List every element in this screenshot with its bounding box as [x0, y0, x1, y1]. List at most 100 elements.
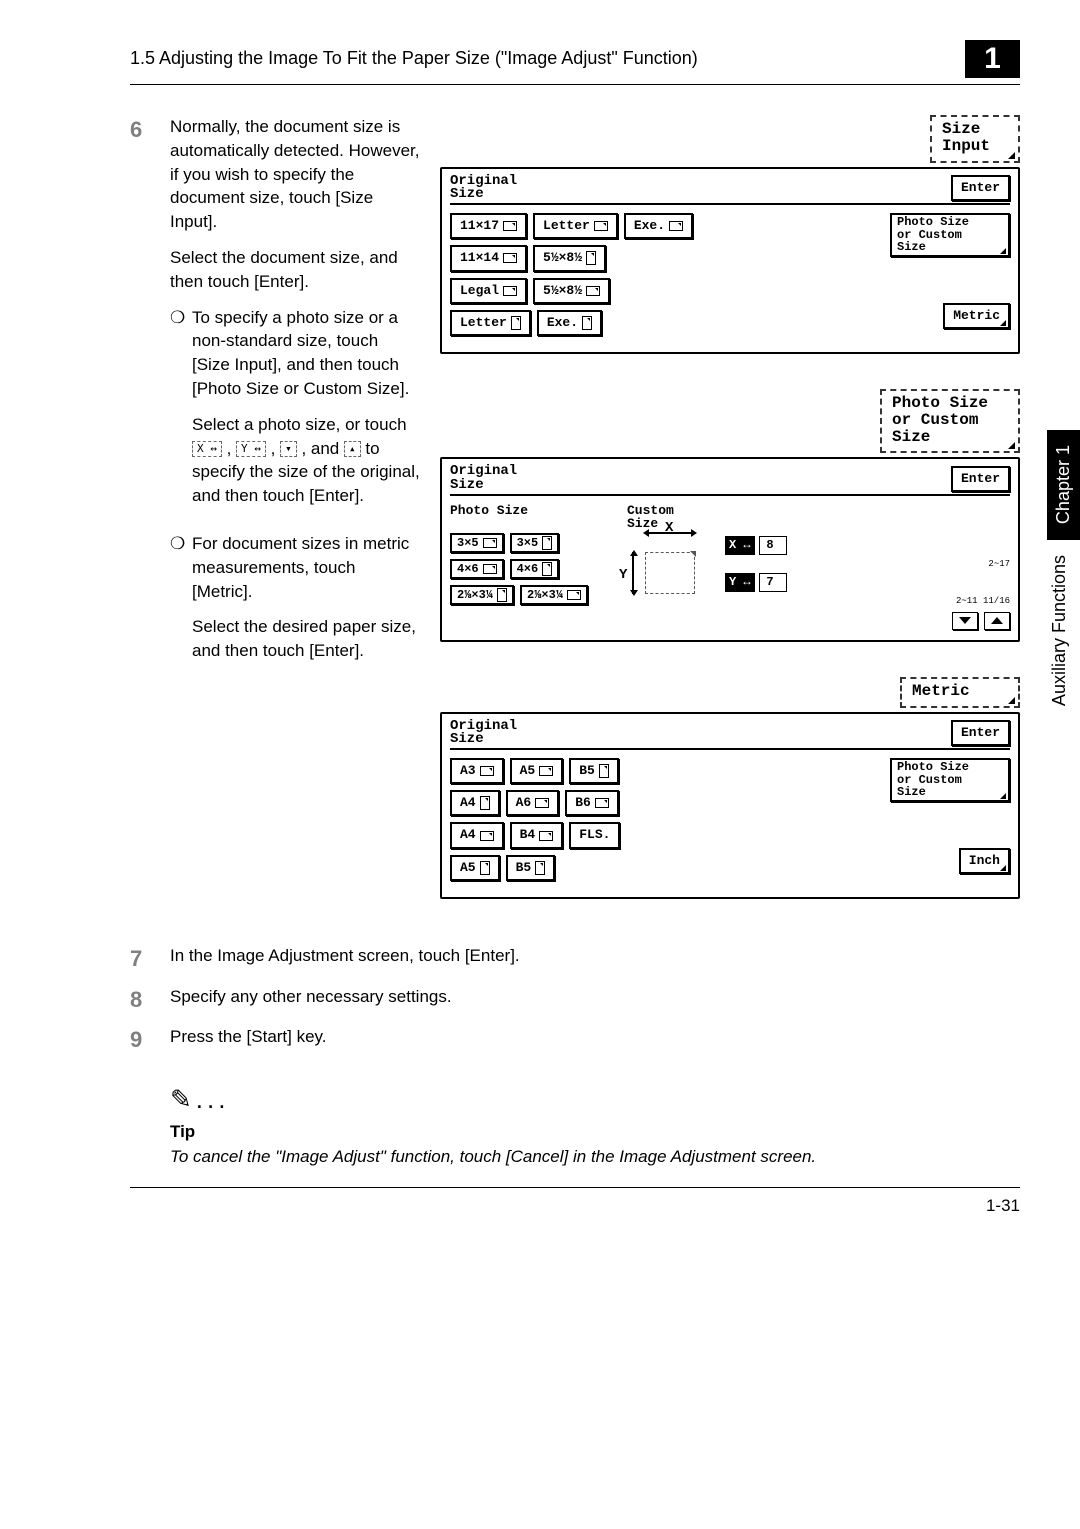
photo-size-option[interactable]: 3×5	[510, 533, 560, 553]
metric-tab[interactable]: Metric	[900, 677, 1020, 708]
landscape-icon	[503, 253, 517, 263]
landscape-icon	[535, 798, 549, 808]
photo-size-option[interactable]: 3×5	[450, 533, 504, 553]
bullet-icon: ❍	[170, 306, 192, 520]
inch-button[interactable]: Inch	[959, 848, 1010, 874]
portrait-icon	[535, 861, 545, 875]
portrait-icon	[480, 796, 490, 810]
bullet-icon: ❍	[170, 532, 192, 675]
photo-size-option[interactable]: 4×6	[450, 559, 504, 579]
size-option[interactable]: Exe.	[624, 213, 693, 239]
landscape-icon	[483, 538, 497, 548]
step6-para2: Select the document size, and then touch…	[170, 246, 420, 294]
landscape-icon	[480, 831, 494, 841]
step6-sub1a: To specify a photo size or a non-standar…	[192, 306, 420, 401]
photo-size-title: Photo Size	[450, 504, 615, 517]
landscape-icon	[480, 766, 494, 776]
increase-button[interactable]	[984, 612, 1010, 630]
portrait-icon	[497, 588, 507, 602]
landscape-icon	[503, 221, 517, 231]
x-value: 8	[759, 536, 787, 555]
paper-size-option[interactable]: B4	[510, 822, 564, 848]
landscape-icon	[567, 590, 581, 600]
size-option[interactable]: 5½×8½	[533, 278, 610, 304]
step-number-8: 8	[130, 985, 170, 1016]
chevron-up-icon	[991, 617, 1003, 624]
paper-size-option[interactable]: A4	[450, 790, 500, 816]
enter-button[interactable]: Enter	[951, 175, 1010, 201]
decrease-button[interactable]	[952, 612, 978, 630]
x-arrow-icon: X ↔	[192, 441, 222, 457]
pencil-icon: ✎	[170, 1084, 192, 1114]
chapter-badge: 1	[965, 40, 1020, 78]
ellipsis-icon: ...	[196, 1084, 230, 1114]
custom-size-title: Custom Size	[627, 504, 1010, 530]
paper-size-option[interactable]: A6	[506, 790, 560, 816]
x-range: 2~17	[988, 558, 1010, 571]
x-axis-button[interactable]: X ↔	[725, 536, 755, 555]
landscape-icon	[539, 766, 553, 776]
step-number-6: 6	[130, 115, 170, 934]
photo-custom-button[interactable]: Photo Size or Custom Size	[890, 213, 1010, 257]
step-number-9: 9	[130, 1025, 170, 1056]
panel-title: Original Size	[450, 465, 951, 492]
landscape-icon	[586, 286, 600, 296]
portrait-icon	[542, 562, 552, 576]
size-option[interactable]: 11×17	[450, 213, 527, 239]
paper-size-option[interactable]: FLS.	[569, 822, 620, 848]
xy-diagram: X Y	[627, 536, 717, 606]
enter-button[interactable]: Enter	[951, 466, 1010, 492]
portrait-icon	[542, 536, 552, 550]
chapter-tab: Chapter 1	[1047, 430, 1080, 540]
size-option[interactable]: Legal	[450, 278, 527, 304]
y-range: 2~11 11/16	[956, 595, 1010, 608]
y-value: 7	[759, 573, 787, 592]
portrait-icon	[511, 316, 521, 330]
paper-size-option[interactable]: A4	[450, 822, 504, 848]
page-number: 1-31	[130, 1187, 1020, 1218]
step-number-7: 7	[130, 944, 170, 975]
landscape-icon	[483, 564, 497, 574]
chevron-down-icon	[959, 617, 971, 624]
photo-size-option[interactable]: 2⅛×3¼	[450, 585, 514, 605]
photo-custom-tab[interactable]: Photo Size or Custom Size	[880, 389, 1020, 453]
metric-button[interactable]: Metric	[943, 303, 1010, 329]
step6-sub2b: Select the desired paper size, and then …	[192, 615, 420, 663]
photo-size-option[interactable]: 2⅛×3¼	[520, 585, 588, 605]
photo-custom-panel: Original Size Enter Photo Size 3×5 3×5	[440, 457, 1020, 641]
size-option[interactable]: Exe.	[537, 310, 602, 336]
y-arrow-icon: Y ↔	[236, 441, 266, 457]
paper-size-option[interactable]: B6	[565, 790, 619, 816]
step6-para1: Normally, the document size is automatic…	[170, 115, 420, 234]
portrait-icon	[480, 861, 490, 875]
size-option[interactable]: 11×14	[450, 245, 527, 271]
section-title: 1.5 Adjusting the Image To Fit the Paper…	[130, 46, 945, 71]
y-axis-button[interactable]: Y ↔	[725, 573, 755, 592]
photo-custom-button[interactable]: Photo Size or Custom Size	[890, 758, 1010, 802]
portrait-icon	[582, 316, 592, 330]
tip-label: Tip	[170, 1120, 1020, 1144]
paper-size-option[interactable]: A5	[510, 758, 564, 784]
metric-panel: Original Size Enter Photo Size or Custom…	[440, 712, 1020, 899]
landscape-icon	[595, 798, 609, 808]
photo-size-option[interactable]: 4×6	[510, 559, 560, 579]
size-option[interactable]: Letter	[450, 310, 531, 336]
landscape-icon	[594, 221, 608, 231]
size-input-tab[interactable]: Size Input	[930, 115, 1020, 163]
enter-button[interactable]: Enter	[951, 720, 1010, 746]
header-rule	[130, 84, 1020, 85]
size-input-panel: Original Size Enter Photo Size or Custom…	[440, 167, 1020, 354]
step9-text: Press the [Start] key.	[170, 1025, 1020, 1056]
paper-size-option[interactable]: A5	[450, 855, 500, 881]
step6-sub1b: Select a photo size, or touch X ↔ , Y ↔ …	[192, 413, 420, 508]
size-option[interactable]: 5½×8½	[533, 245, 606, 271]
landscape-icon	[539, 831, 553, 841]
panel-title: Original Size	[450, 720, 951, 747]
paper-size-option[interactable]: B5	[569, 758, 619, 784]
size-option[interactable]: Letter	[533, 213, 618, 239]
landscape-icon	[669, 221, 683, 231]
step7-text: In the Image Adjustment screen, touch [E…	[170, 944, 1020, 975]
paper-size-option[interactable]: A3	[450, 758, 504, 784]
portrait-icon	[599, 764, 609, 778]
paper-size-option[interactable]: B5	[506, 855, 556, 881]
